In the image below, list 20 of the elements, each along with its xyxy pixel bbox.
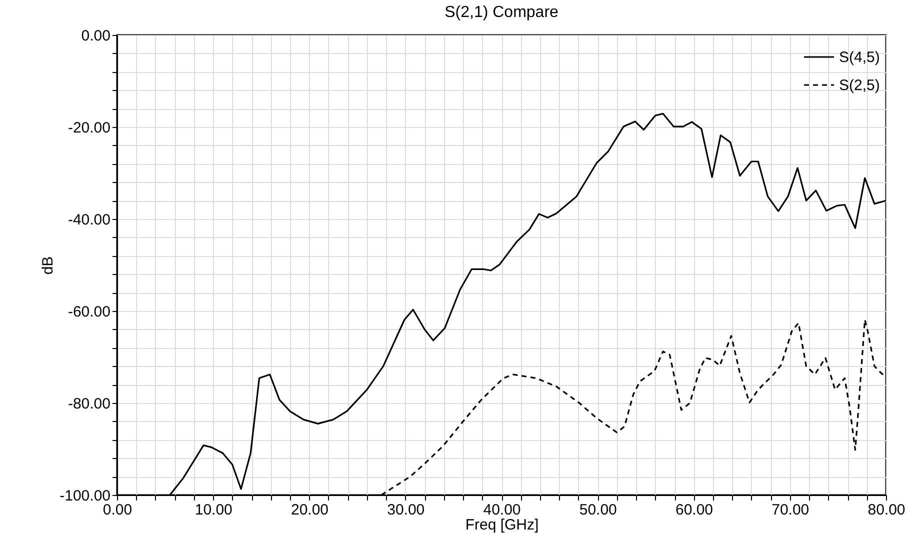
y-axis-title: dB — [40, 256, 57, 275]
x-tick-label: 50.00 — [579, 502, 617, 518]
y-tick-label: -40.00 — [68, 212, 110, 228]
x-tick-label: 40.00 — [483, 502, 521, 518]
x-tick-label: 70.00 — [772, 502, 810, 518]
legend-label: S(4,5) — [839, 49, 880, 66]
x-axis-title: Freq [GHz] — [465, 516, 539, 534]
x-tick-label: 30.00 — [387, 502, 425, 518]
y-tick-label: -100.00 — [60, 488, 110, 504]
legend-label: S(2,5) — [839, 77, 880, 94]
x-tick-label: 60.00 — [675, 502, 714, 518]
y-tick-label: -60.00 — [68, 304, 110, 320]
x-tick-label: 20.00 — [290, 502, 329, 518]
chart-title: S(2,1) Compare — [444, 4, 559, 21]
y-tick-label: -80.00 — [68, 396, 110, 412]
y-tick-label: 0.00 — [81, 28, 110, 44]
x-tick-label: 10.00 — [194, 502, 232, 518]
y-tick-label: -20.00 — [68, 120, 110, 136]
x-tick-label: 0.00 — [102, 502, 132, 518]
x-tick-label: 80.00 — [868, 502, 906, 518]
